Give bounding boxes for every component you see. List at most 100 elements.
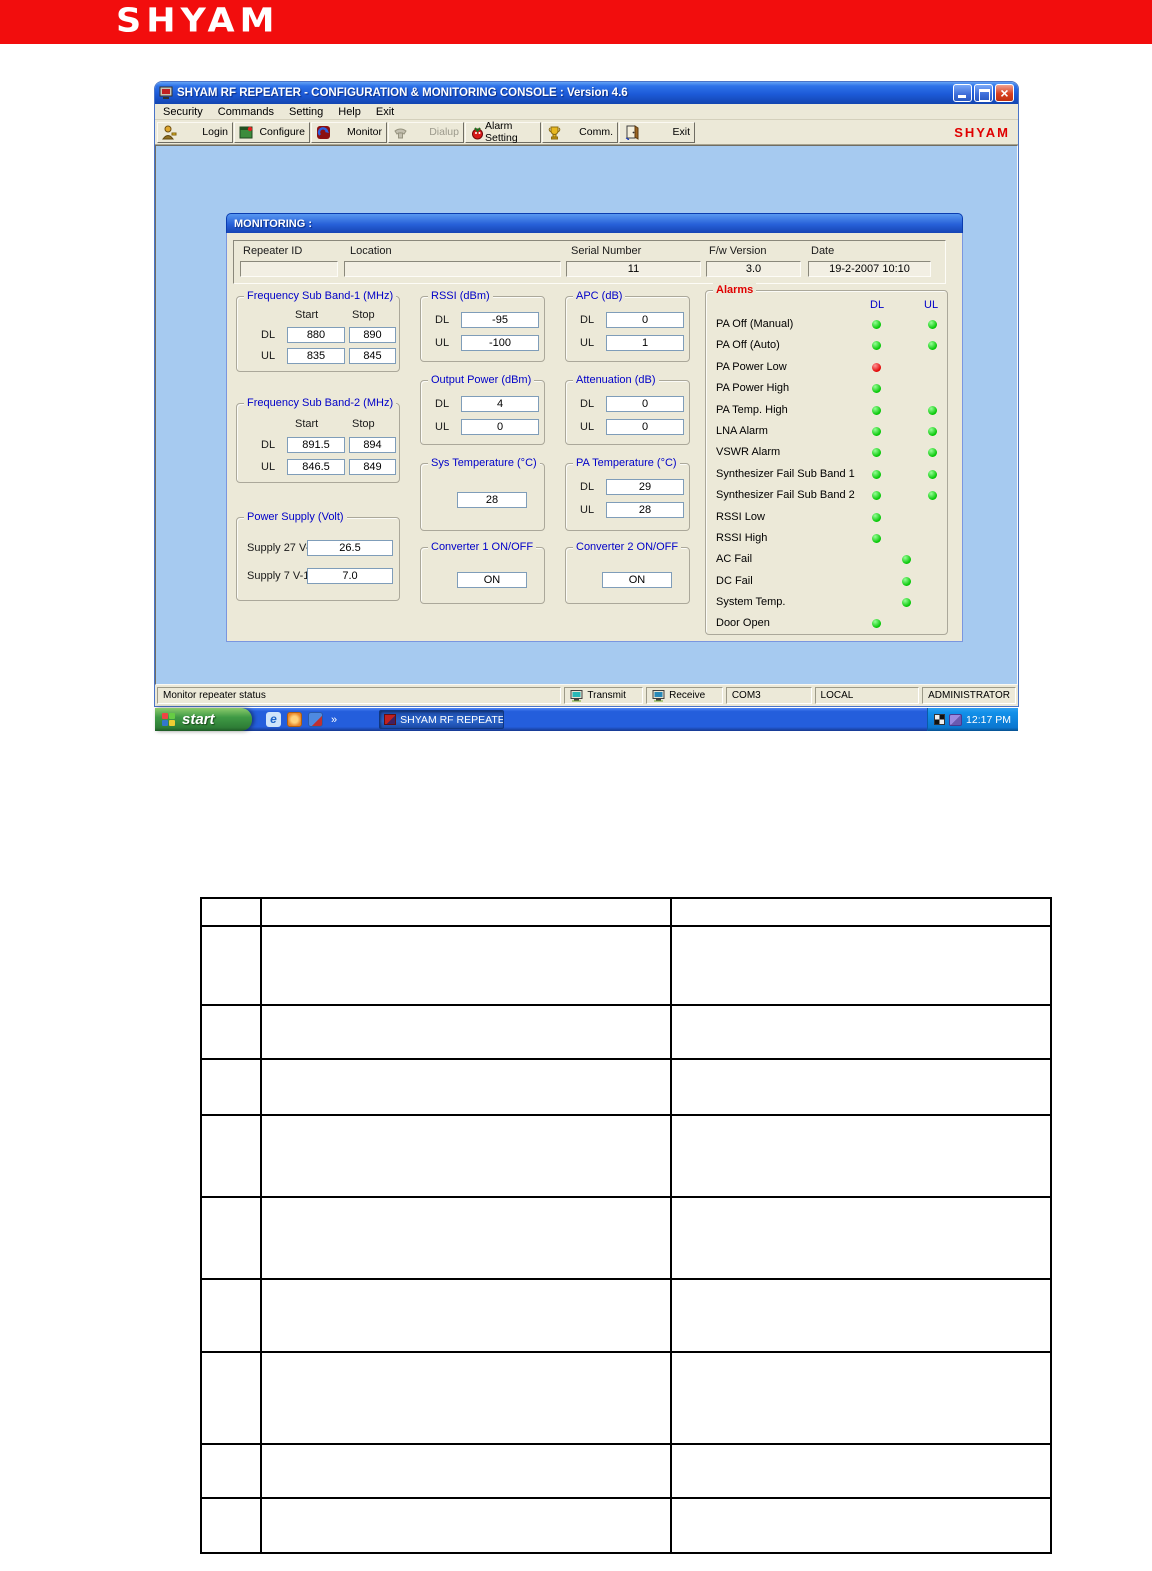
attenuation-dl-field[interactable]: 0: [606, 396, 684, 412]
status-receive: Receive: [646, 687, 723, 704]
output-power-dl-field[interactable]: 4: [461, 396, 539, 412]
supply-27v-label: Supply 27 V-1: [247, 542, 316, 554]
band2-dl-start[interactable]: 891.5: [287, 437, 345, 453]
maximize-button[interactable]: [974, 84, 993, 102]
converter2-title: Converter 2 ON/OFF: [573, 540, 682, 554]
internet-explorer-icon[interactable]: e: [266, 712, 281, 727]
quick-launch-overflow[interactable]: »: [331, 713, 338, 726]
band2-dl-stop[interactable]: 894: [349, 437, 396, 453]
fw-version-field[interactable]: 3.0: [706, 261, 801, 277]
band2-ul-start[interactable]: 846.5: [287, 459, 345, 475]
document-table: [200, 897, 1052, 1554]
menu-commands[interactable]: Commands: [217, 105, 274, 118]
quick-launch-icon[interactable]: [308, 712, 323, 727]
serial-number-field[interactable]: 11: [566, 261, 701, 277]
start-button[interactable]: start: [155, 708, 252, 731]
tray-icon[interactable]: [949, 713, 963, 726]
monitor-button[interactable]: Monitor: [311, 121, 387, 143]
apc-title: APC (dB): [573, 289, 626, 303]
repeater-id-field[interactable]: [240, 261, 338, 277]
table-cell: [202, 1353, 262, 1445]
pa-temp-ul-field[interactable]: 28: [606, 502, 684, 518]
quick-launch-icon[interactable]: [287, 712, 302, 727]
minimize-button[interactable]: [953, 84, 972, 102]
led-indicator: [928, 491, 937, 501]
app-icon: [159, 86, 173, 100]
attenuation-ul-field[interactable]: 0: [606, 419, 684, 435]
receive-icon: [652, 689, 665, 702]
led-indicator: [928, 341, 937, 351]
band1-dl-stop[interactable]: 890: [349, 327, 396, 343]
rssi-ul-field[interactable]: -100: [461, 335, 539, 351]
task-button[interactable]: SHYAM RF REPEATER...: [379, 710, 505, 729]
alarm-setting-button[interactable]: Alarm Setting: [465, 120, 541, 144]
windows-flag-icon: [162, 713, 176, 726]
comm-button[interactable]: Comm.: [542, 121, 618, 143]
supply-7v-field[interactable]: 7.0: [307, 568, 393, 584]
apc-dl-field[interactable]: 0: [606, 312, 684, 328]
table-cell: [202, 1445, 262, 1499]
menu-exit[interactable]: Exit: [375, 105, 395, 118]
attenuation-title: Attenuation (dB): [573, 373, 659, 387]
ul-label: UL: [435, 421, 450, 433]
rssi-dl-field[interactable]: -95: [461, 312, 539, 328]
taskbar: start e » SHYAM RF REPEATER... 12:17 PM: [155, 708, 1018, 731]
table-cell: [672, 1353, 1050, 1445]
login-button[interactable]: Login: [157, 121, 233, 143]
menu-help[interactable]: Help: [338, 105, 361, 118]
ul-label: UL: [261, 350, 276, 362]
sys-temp-field[interactable]: 28: [457, 492, 527, 508]
band1-ul-start[interactable]: 835: [287, 348, 345, 364]
output-power-ul-field[interactable]: 0: [461, 419, 539, 435]
table-cell: [262, 1006, 672, 1060]
menu-security[interactable]: Security: [163, 105, 203, 118]
table-cell: [262, 899, 672, 927]
close-button[interactable]: [995, 84, 1014, 102]
repeater-info-panel: Repeater ID Location Serial Number 11 F/…: [233, 240, 946, 284]
table-cell: [202, 1116, 262, 1198]
date-field[interactable]: 19-2-2007 10:10: [808, 261, 931, 277]
supply-27v-field[interactable]: 26.5: [307, 540, 393, 556]
app-window: SHYAM RF REPEATER - CONFIGURATION & MONI…: [155, 82, 1018, 706]
monitor-icon: [316, 125, 331, 140]
ul-label: UL: [261, 461, 276, 473]
menubar: Security Commands Setting Help Exit: [155, 104, 1018, 120]
led-indicator: [872, 384, 881, 394]
alarms-group: Alarms DL UL PA Off (Manual) PA Off (Aut…: [705, 283, 948, 635]
tray-icon[interactable]: [934, 714, 946, 725]
power-supply-title: Power Supply (Volt): [244, 510, 347, 524]
brand-banner: SHYAM: [0, 0, 1152, 44]
apc-ul-field[interactable]: 1: [606, 335, 684, 351]
toolbar: Login Configure Monitor Dialup Alarm Set…: [155, 120, 1018, 145]
power-supply-group: Power Supply (Volt) Supply 27 V-1 26.5 S…: [236, 510, 400, 601]
fw-version-label: F/w Version: [709, 245, 767, 257]
dialup-button[interactable]: Dialup: [388, 121, 464, 143]
monitoring-dialog-titlebar[interactable]: MONITORING :: [226, 213, 963, 233]
led-indicator: [872, 491, 881, 501]
alarm-row: PA Power Low: [716, 357, 943, 378]
configure-button[interactable]: Configure: [234, 121, 310, 143]
converter2-field[interactable]: ON: [602, 572, 672, 588]
dl-label: DL: [435, 314, 450, 326]
band1-dl-start[interactable]: 880: [287, 327, 345, 343]
stop-col-header: Stop: [352, 309, 375, 321]
location-field[interactable]: [344, 261, 561, 277]
window-title: SHYAM RF REPEATER - CONFIGURATION & MONI…: [177, 87, 628, 99]
alarms-dl-header: DL: [870, 299, 885, 311]
stop-col-header: Stop: [352, 418, 375, 430]
table-cell: [672, 1198, 1050, 1280]
ul-label: UL: [580, 421, 595, 433]
menu-setting[interactable]: Setting: [289, 105, 324, 118]
band1-ul-stop[interactable]: 845: [349, 348, 396, 364]
configure-icon: [239, 125, 254, 140]
alarm-row: PA Temp. High: [716, 400, 943, 421]
pa-temp-group: PA Temperature (°C) DL 29 UL 28: [565, 456, 690, 531]
pa-temp-title: PA Temperature (°C): [573, 456, 680, 470]
pa-temp-dl-field[interactable]: 29: [606, 479, 684, 495]
monitoring-dialog: MONITORING : Repeater ID Location Serial…: [226, 213, 963, 642]
dl-label: DL: [435, 398, 450, 410]
exit-button[interactable]: Exit: [619, 121, 695, 143]
alarm-row: PA Off (Auto): [716, 335, 943, 356]
converter1-field[interactable]: ON: [457, 572, 527, 588]
band2-ul-stop[interactable]: 849: [349, 459, 396, 475]
